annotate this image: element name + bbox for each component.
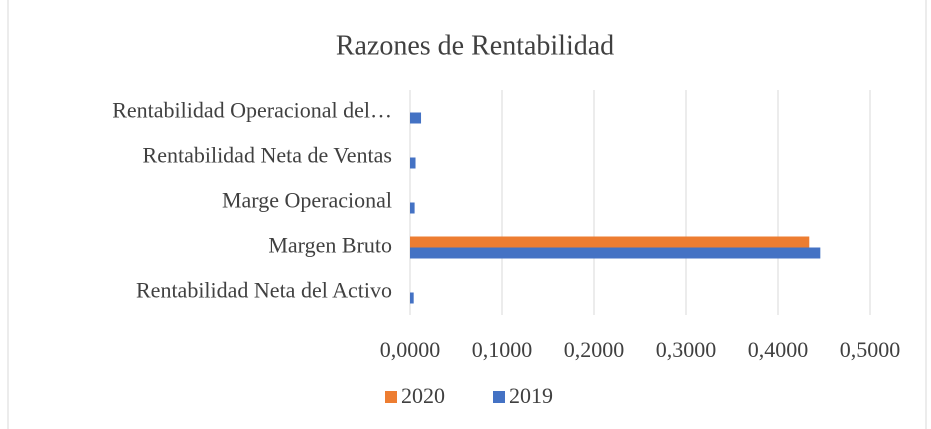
x-tick-label: 0,0000	[380, 337, 441, 362]
x-tick-label: 0,2000	[564, 337, 625, 362]
legend-label: 2019	[509, 383, 553, 408]
bar	[410, 112, 422, 124]
y-tick-label: Rentabilidad Neta de Ventas	[143, 143, 392, 168]
bar	[410, 236, 810, 248]
legend-label: 2020	[401, 383, 445, 408]
bar	[410, 247, 821, 259]
bar	[410, 292, 414, 304]
y-tick-label: Marge Operacional	[222, 188, 392, 213]
legend-swatch	[385, 391, 397, 403]
bar	[410, 157, 416, 169]
x-tick-label: 0,1000	[472, 337, 533, 362]
y-tick-label: Margen Bruto	[268, 233, 392, 258]
legend-swatch	[493, 391, 505, 403]
chart-title: Razones de Rentabilidad	[336, 30, 614, 61]
chart-frame	[7, 0, 927, 429]
y-tick-label: Rentabilidad Neta del Activo	[136, 278, 392, 303]
x-tick-label: 0,5000	[840, 337, 901, 362]
bar	[410, 202, 415, 214]
y-tick-label: Rentabilidad Operacional del…	[112, 98, 392, 123]
x-tick-label: 0,3000	[656, 337, 717, 362]
x-tick-label: 0,4000	[748, 337, 809, 362]
